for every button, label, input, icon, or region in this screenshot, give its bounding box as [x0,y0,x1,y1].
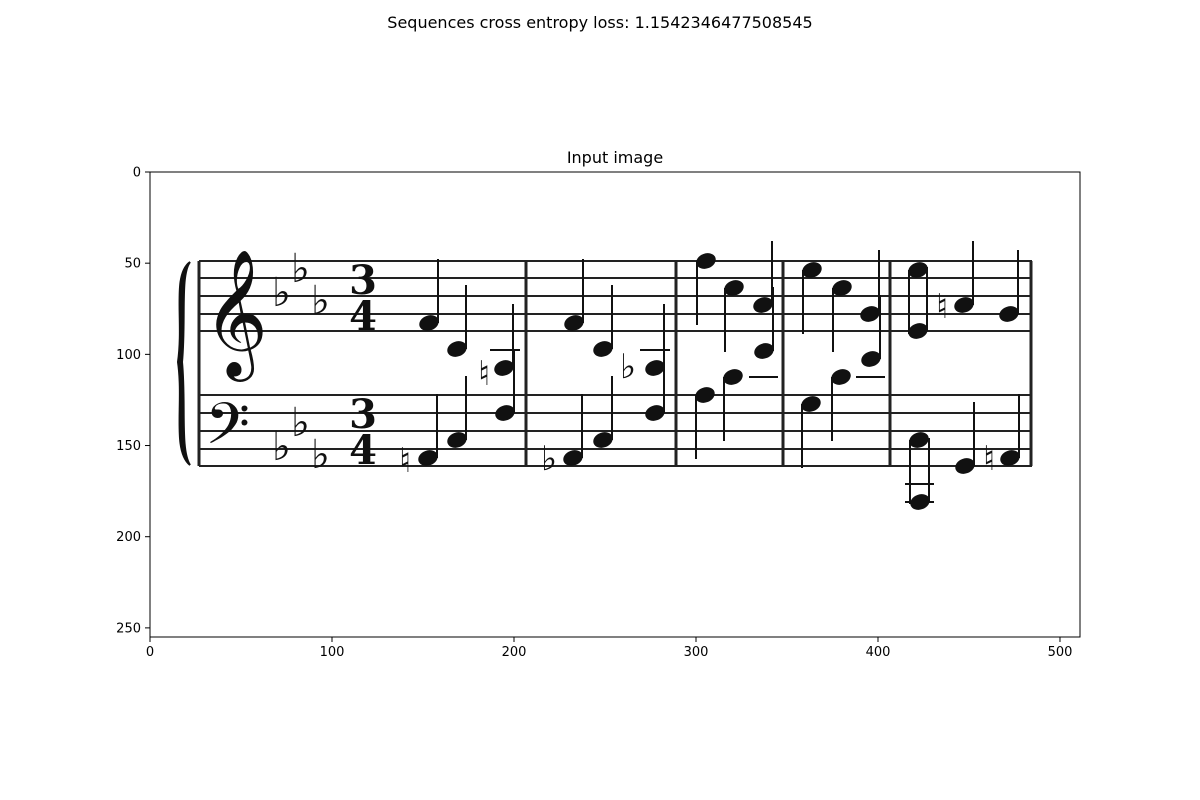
input-image: 𝄞 𝄢 ♭ ♭ ♭ ♭ ♭ ♭ 3 4 3 4 ♮ ♭ ♮ ♭ ♮ ♮ [150,172,1080,637]
x-tick-label: 100 [320,645,345,660]
accidental-icon: ♮ [936,287,948,327]
note-head [563,450,583,466]
svg-text:♭: ♭ [311,278,330,324]
accidental-icon: ♭ [620,347,636,387]
note-head [724,280,744,296]
barlines [197,261,1033,466]
treble-time-numerator: 3 [349,257,377,304]
note-head [695,387,715,403]
treble-key-signature: ♭ ♭ ♭ [272,246,330,324]
note-head [754,343,774,359]
note-head [645,405,665,421]
x-tick-label: 300 [684,645,709,660]
note-head [861,351,881,367]
note-head [447,341,467,357]
x-axis: 0 100 200 300 400 500 [146,637,1073,660]
note-head [564,315,584,331]
note-head [494,360,514,376]
note-head [418,450,438,466]
note-head [860,306,880,322]
x-tick-label: 0 [146,645,154,660]
treble-time-denominator: 4 [349,293,377,340]
note-head [832,280,852,296]
svg-text:♭: ♭ [272,270,291,316]
figure-suptitle: Sequences cross entropy loss: 1.15423464… [387,13,813,32]
accidental-icon: ♮ [399,441,411,481]
note-head [593,432,613,448]
x-tick-label: 200 [502,645,527,660]
treble-time-signature: 3 4 [349,257,377,340]
note-head [447,432,467,448]
note-head [419,315,439,331]
note-head [954,297,974,313]
note-head [908,323,928,339]
svg-text:♭: ♭ [272,424,291,470]
note-head [831,369,851,385]
note-head [495,405,515,421]
note-head [753,297,773,313]
note-head [645,360,665,376]
note-head [696,253,716,269]
image-background [150,172,1080,637]
bass-staff [199,394,1032,467]
x-tick-label: 400 [866,645,891,660]
note-head [999,306,1019,322]
svg-text:♭: ♭ [291,246,310,292]
treble-clef-icon: 𝄞 [203,248,268,382]
y-tick-label: 0 [133,166,141,181]
svg-text:♭: ♭ [291,400,310,446]
note-head [801,396,821,412]
accidental-icon: ♭ [541,439,557,479]
axes-frame [149,171,1081,638]
note-head [802,262,822,278]
note-head [909,432,929,448]
treble-staff [199,260,1032,332]
x-tick-label: 500 [1048,645,1073,660]
bass-clef-icon: 𝄢 [205,390,250,472]
bass-time-denominator: 4 [349,427,377,474]
axes-title: Input image [567,148,663,167]
y-tick-label: 50 [124,257,141,272]
brace [176,261,191,466]
notes: ♮ ♭ ♮ ♭ ♮ ♮ [399,241,1020,510]
bass-key-signature: ♭ ♭ ♭ [272,400,330,478]
bass-time-numerator: 3 [349,391,377,438]
y-tick-label: 150 [116,439,141,454]
y-tick-label: 250 [116,621,141,636]
y-tick-label: 200 [116,530,141,545]
y-axis: 0 50 100 150 200 250 [116,166,150,636]
note-head [1000,450,1020,466]
note-head [593,341,613,357]
bass-time-signature: 3 4 [349,391,377,474]
note-head [955,458,975,474]
note-head [908,262,928,278]
svg-text:♭: ♭ [311,432,330,478]
y-tick-label: 100 [116,348,141,363]
accidental-icon: ♮ [478,354,490,394]
accidental-icon: ♮ [983,439,995,479]
note-head [723,369,743,385]
